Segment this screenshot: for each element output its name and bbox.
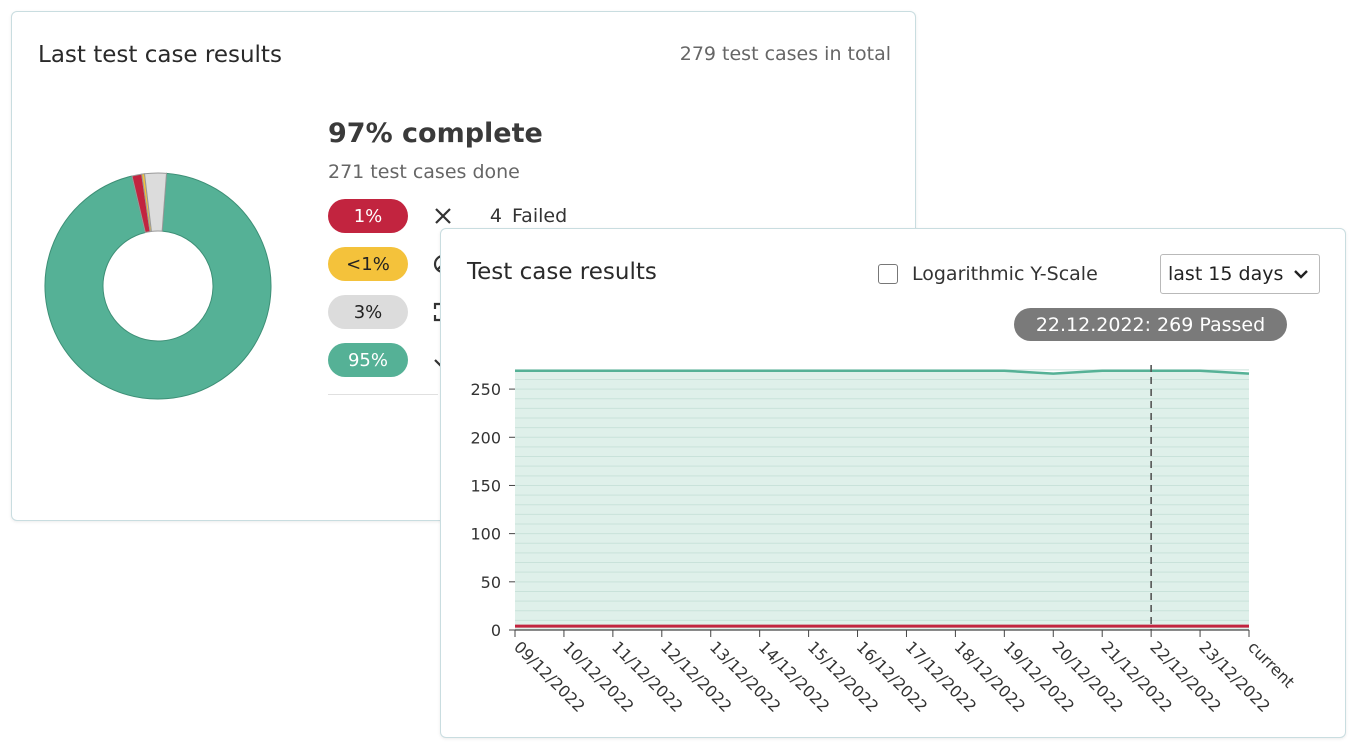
failed-badge: 1% — [328, 199, 408, 233]
blocked-badge: <1% — [328, 247, 408, 281]
card-title: Last test case results — [38, 42, 282, 68]
test-results-chart-card: Test case results Logarithmic Y-Scale la… — [440, 228, 1346, 738]
chart-card-title: Test case results — [467, 259, 657, 285]
y-tick-label: 250 — [470, 380, 501, 399]
stat-row-failed[interactable]: 1% 4 Failed — [328, 199, 567, 233]
chart-tooltip: 22.12.2022: 269 Passed — [1014, 308, 1287, 341]
stats-divider — [328, 394, 438, 395]
time-range-select[interactable]: last 15 days — [1160, 254, 1320, 294]
y-tick-label: 200 — [470, 428, 501, 447]
done-count: 271 test cases done — [328, 161, 520, 183]
pending-badge: 3% — [328, 295, 408, 329]
complete-percent: 97% complete — [328, 118, 543, 149]
y-tick-label: 150 — [470, 476, 501, 495]
results-donut-chart — [44, 172, 272, 400]
stat-row-pending[interactable]: 3% — [328, 295, 460, 329]
log-scale-checkbox[interactable] — [878, 264, 898, 284]
y-tick-label: 50 — [481, 573, 501, 592]
chevron-down-icon — [1293, 268, 1309, 280]
results-area-chart: 05010015020025009/12/202210/12/202211/12… — [470, 365, 1298, 716]
total-count: 279 test cases in total — [679, 43, 891, 65]
y-tick-label: 0 — [491, 621, 501, 640]
log-scale-toggle[interactable]: Logarithmic Y-Scale — [878, 263, 1098, 285]
stat-row-passed[interactable]: 95% — [328, 343, 460, 377]
series-area-passed — [515, 370, 1249, 630]
failed-label: Failed — [512, 205, 568, 227]
close-x-icon — [426, 206, 460, 226]
failed-count: 4 — [489, 205, 502, 227]
passed-badge: 95% — [328, 343, 408, 377]
y-tick-label: 100 — [470, 525, 501, 544]
series-line-passed — [515, 369, 1250, 375]
donut-slice-pending — [143, 172, 168, 232]
time-range-value: last 15 days — [1168, 263, 1284, 285]
log-scale-label: Logarithmic Y-Scale — [912, 263, 1098, 285]
donut-slice-passed — [44, 172, 272, 400]
